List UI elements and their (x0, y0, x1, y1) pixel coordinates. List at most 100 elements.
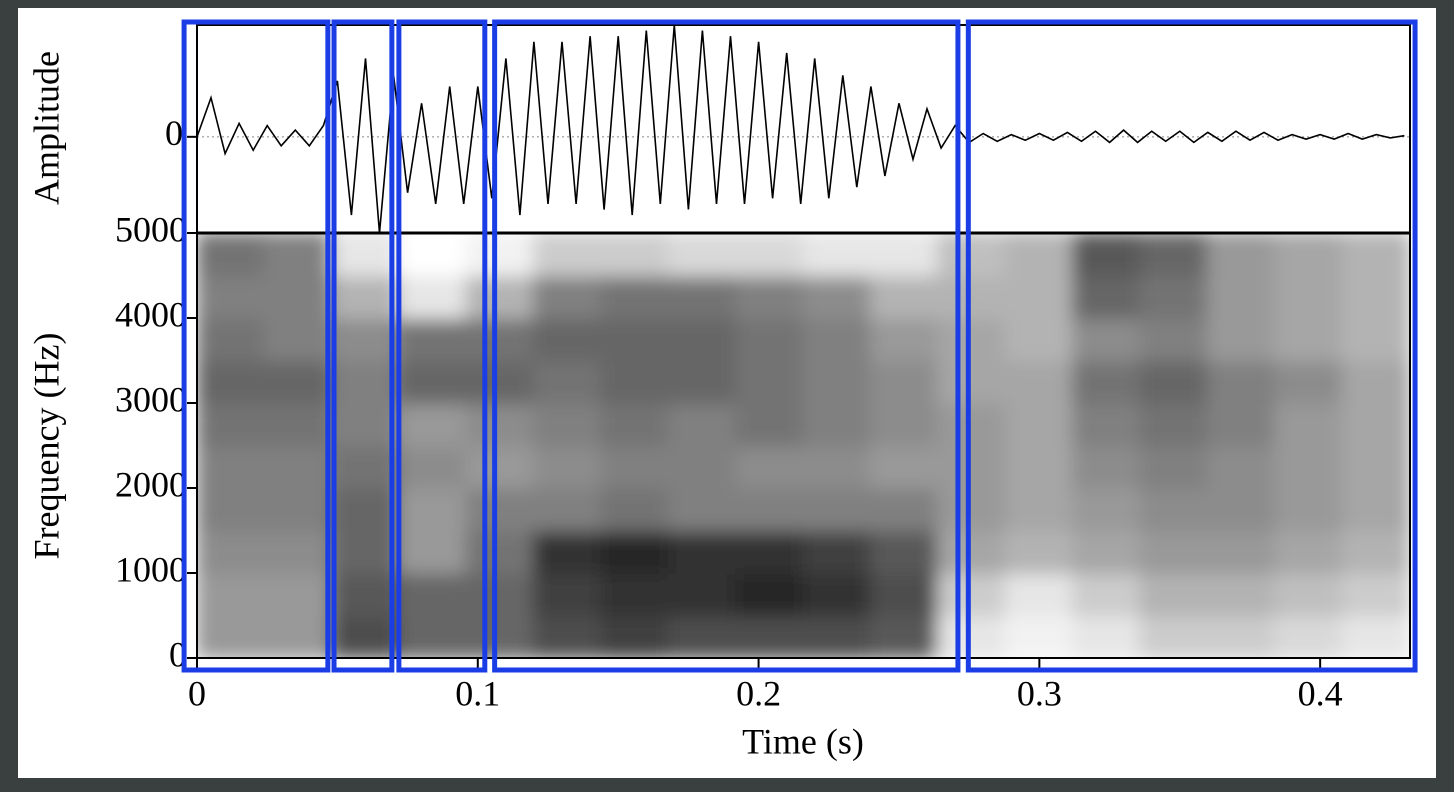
spectrogram-cell (1341, 317, 1410, 362)
spectrogram-cell (1072, 444, 1142, 489)
spectrogram-cell (1004, 274, 1075, 319)
spectrogram-cell (1004, 487, 1075, 532)
spectrogram-cell (263, 233, 333, 277)
spectrogram-cell (197, 317, 266, 362)
spectrogram-cell (263, 572, 333, 617)
spectrogram-cell (1004, 572, 1075, 617)
spectrogram-cell (263, 529, 333, 574)
spectrogram-cell (398, 359, 468, 404)
spectrogram-cell (1206, 274, 1277, 319)
spectrogram-cell (802, 317, 872, 362)
spectrogram-cell (398, 317, 468, 362)
spectrogram-cell (667, 614, 738, 658)
spectrogram-cell (197, 614, 266, 658)
spectrogram-cell (465, 487, 535, 532)
segment-box (181, 19, 331, 673)
spectrogram-cell (1004, 233, 1075, 277)
spectrogram-cell (1139, 317, 1209, 362)
spectrogram-cell (263, 317, 333, 362)
spectrogram-cell (802, 444, 872, 489)
spectrogram-cell (532, 487, 603, 532)
x-axis-label: Time (s) (742, 721, 864, 761)
spectrogram-cell (1004, 444, 1075, 489)
spectrogram-cell (667, 572, 738, 617)
spectrogram-cell (1139, 487, 1209, 532)
spectrogram-cell (600, 444, 670, 489)
spectrogram-cell (197, 572, 266, 617)
y-tick-label: 3000 (115, 379, 187, 419)
y-axis-label: Amplitude (26, 51, 66, 205)
spectrogram-cell (802, 487, 872, 532)
spectrogram-cell (532, 572, 603, 617)
spectrogram-cell (869, 233, 940, 277)
spectrogram-cell (465, 317, 535, 362)
spectrogram-cell (398, 614, 468, 658)
spectrogram-cell (802, 402, 872, 447)
spectrogram-cell (1072, 233, 1142, 277)
plot-frame (196, 24, 1411, 659)
spectrogram-cell (735, 529, 805, 574)
spectrogram-cell (1341, 614, 1410, 658)
spectrogram-cell (937, 529, 1007, 574)
spectrogram-cell (197, 274, 266, 319)
spectrogram-cell (330, 402, 401, 447)
spectrogram-cell (1274, 274, 1344, 319)
spectrogram-cell (465, 359, 535, 404)
x-tick-label: 0.3 (1017, 673, 1062, 713)
spectrogram-cell (1139, 233, 1209, 277)
spectrogram-cell (1004, 529, 1075, 574)
spectrogram-cell (1341, 233, 1410, 277)
spectrogram-cell (735, 572, 805, 617)
spectrogram-cell (398, 444, 468, 489)
spectrogram-cell (1206, 614, 1277, 658)
spectrogram-cell (1274, 317, 1344, 362)
spectrogram-cell (869, 274, 940, 319)
spectrogram-cell (1004, 614, 1075, 658)
spectrogram-cell (1206, 529, 1277, 574)
segment-box (396, 19, 488, 673)
spectrogram-cell (263, 487, 333, 532)
spectrogram-cell (937, 444, 1007, 489)
spectrogram-cell (1072, 274, 1142, 319)
spectrogram-cell (802, 572, 872, 617)
spectrogram-cell (735, 359, 805, 404)
spectrogram-cell (600, 487, 670, 532)
spectrogram-cell (197, 444, 266, 489)
spectrogram-cell (197, 233, 266, 277)
segment-box (965, 19, 1418, 673)
spectrogram-cell (1072, 487, 1142, 532)
spectrogram-cell (667, 402, 738, 447)
spectrogram-cell (1139, 402, 1209, 447)
spectrogram-cell (1139, 274, 1209, 319)
spectrogram-cell (532, 274, 603, 319)
spectrogram-cell (532, 317, 603, 362)
spectrogram-cell (197, 359, 266, 404)
y-tick-label: 2000 (115, 464, 187, 504)
spectrogram-cell (802, 274, 872, 319)
spectrogram-cell (937, 487, 1007, 532)
spectrogram-cell (1072, 614, 1142, 658)
spectrogram-cell (869, 487, 940, 532)
spectrogram-cell (1072, 402, 1142, 447)
spectrogram-cell (1341, 444, 1410, 489)
spectrogram-cell (735, 274, 805, 319)
segment-box (492, 19, 961, 673)
spectrogram-cell (735, 614, 805, 658)
y-tick-label: 5000 (115, 209, 187, 249)
spectrogram-cell (937, 359, 1007, 404)
spectrogram-cell (532, 614, 603, 658)
spectrogram-cell (532, 529, 603, 574)
spectrogram-cell (1341, 402, 1410, 447)
x-tick-label: 0.1 (455, 673, 500, 713)
spectrogram-cell (600, 359, 670, 404)
spectrogram-cell (1206, 233, 1277, 277)
spectrogram-cell (1341, 487, 1410, 532)
spectrogram-cell (532, 359, 603, 404)
spectrogram-cell (1274, 359, 1344, 404)
spectrogram-cell (1274, 233, 1344, 277)
spectrogram-cell (937, 317, 1007, 362)
spectrogram-cell (1139, 444, 1209, 489)
spectrogram-cell (735, 402, 805, 447)
spectrogram-cell (532, 402, 603, 447)
